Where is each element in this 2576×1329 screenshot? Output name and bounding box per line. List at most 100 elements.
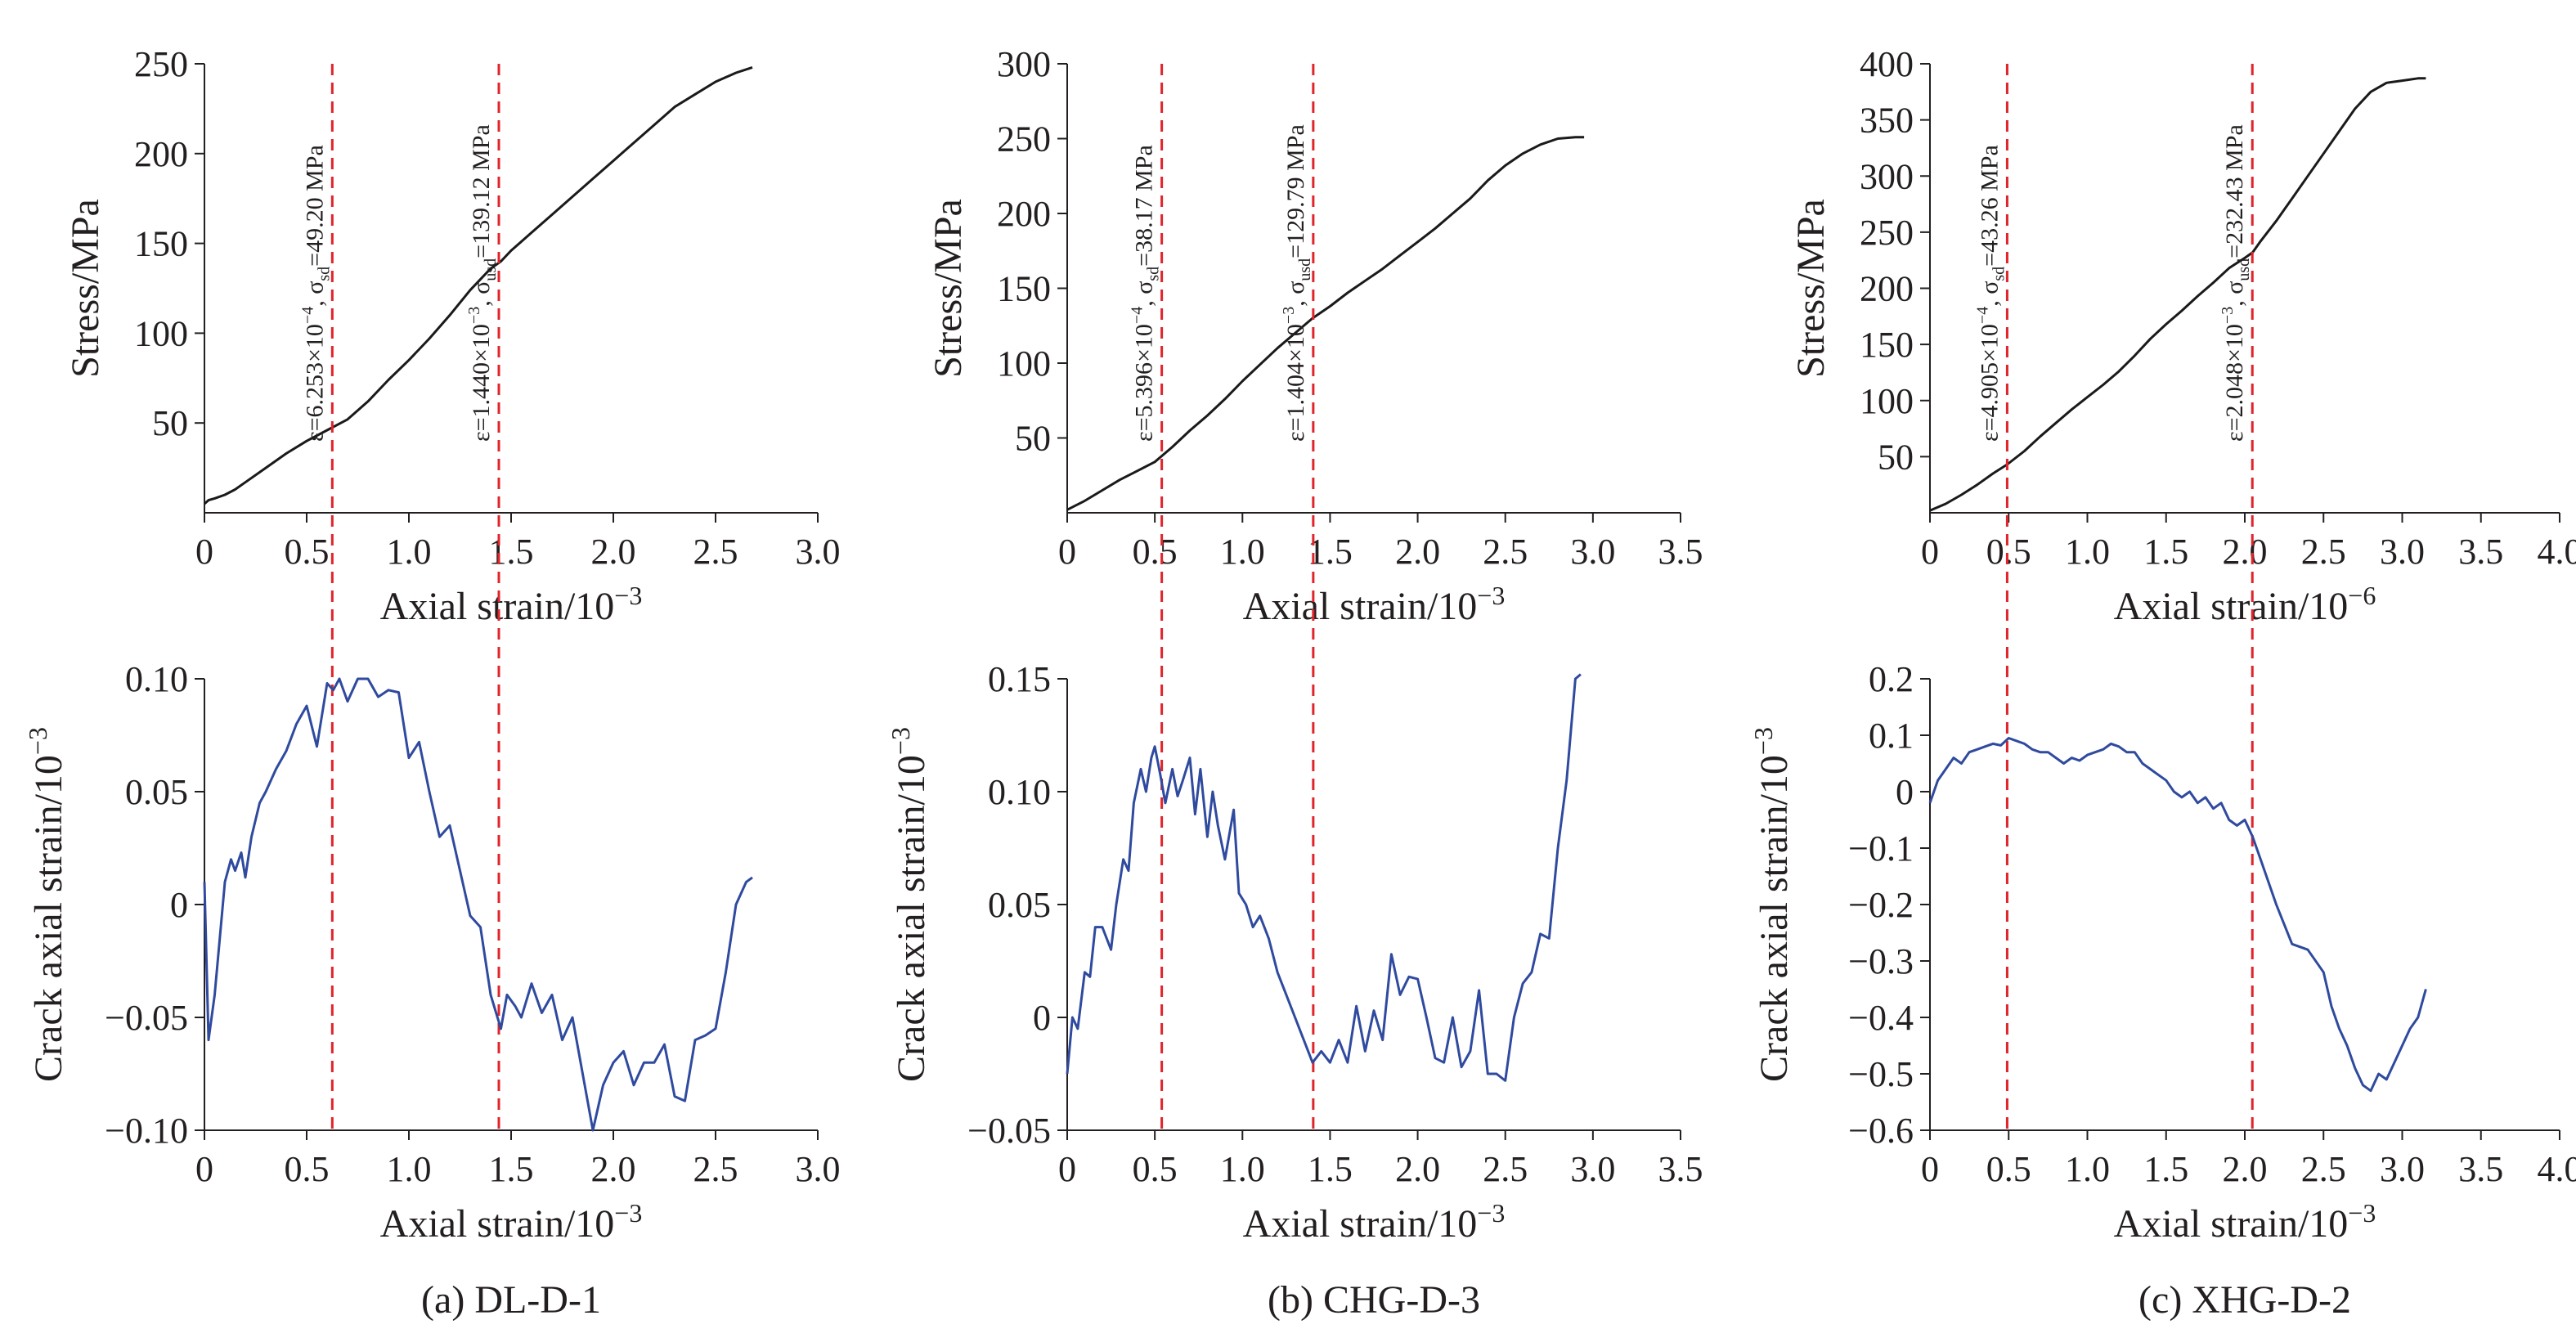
y-axis-label-text: Stress/MPa <box>64 199 107 378</box>
x-tick-label: 1.5 <box>2143 532 2188 572</box>
x-tick-label: 0 <box>195 532 213 572</box>
y-tick-label: 0.10 <box>988 772 1051 812</box>
plot-b-bottom: 0 0.5 1.0 1.5 2.0 2.5 3.0 3.5−0.0500.050.100.15… <box>886 659 1703 1246</box>
stress-strain-curve <box>204 65 753 505</box>
x-axis-label-text: Axial strain/10 <box>2114 585 2349 628</box>
y-tick-label: 0.1 <box>1869 716 1914 756</box>
y-tick-label: −0.4 <box>1848 998 1914 1038</box>
annotation-stress-value: =139.12 MPa <box>468 124 495 258</box>
y-tick-label: 200 <box>134 134 188 174</box>
x-tick-label: 0 <box>195 1149 213 1189</box>
crack-strain-curve <box>1928 737 2427 1093</box>
annotation-stress-value: =129.79 MPa <box>1282 124 1309 258</box>
plot-c-bottom: 0 0.5 1.0 1.5 2.0 2.5 3.0 3.5 4.0 −0.6 −0.5 −0.4 −0.… <box>1748 659 2576 1246</box>
x-tick-label: 0.5 <box>1133 532 1178 572</box>
x-axis-label-text: Axial strain/10 <box>2114 1202 2349 1246</box>
annotation-stress-symbol: , σ <box>1131 281 1158 307</box>
x-tick-label: 1.5 <box>1308 532 1353 572</box>
x-axis-label-exponent: −3 <box>1477 1198 1505 1228</box>
y-axis-label: Stress/MPa <box>927 199 970 378</box>
x-tick-label: 2.0 <box>1395 1149 1440 1189</box>
annotation-stress-subscript: usd <box>2235 258 2253 281</box>
x-tick-label: 2.5 <box>693 532 738 572</box>
x-tick-label: 0.5 <box>285 532 330 572</box>
y-tick-label: 50 <box>1878 437 1914 477</box>
annotation-strain-exponent: −4 <box>1129 307 1147 324</box>
crack-strain-curve <box>1066 673 1582 1082</box>
threshold-annotation: ε=1.440×10−3, σusd=139.12 MPa <box>465 124 500 442</box>
y-tick-label: 0 <box>170 885 188 925</box>
panel-caption: (b) CHG-D-3 <box>1268 1278 1480 1322</box>
y-tick-label: 300 <box>1860 156 1914 196</box>
x-tick-label: 1.5 <box>489 1149 534 1189</box>
y-axis-label-text: Crack axial strain/10 <box>890 755 933 1082</box>
x-tick-label: 4.0 <box>2538 1149 2576 1189</box>
y-tick-label: −0.05 <box>105 998 188 1038</box>
y-tick-label: −0.05 <box>967 1111 1051 1151</box>
y-tick-label: 0.10 <box>125 659 188 699</box>
y-tick-label: −0.6 <box>1848 1111 1914 1151</box>
x-tick-label: 3.0 <box>1570 1149 1615 1189</box>
threshold-annotation: ε=5.396×10−4, σsd=38.17 MPa <box>1129 145 1163 442</box>
y-axis-label: Stress/MPa <box>1789 199 1833 378</box>
x-tick-label: 2.5 <box>1483 532 1528 572</box>
x-tick-label: 3.5 <box>2458 532 2503 572</box>
threshold-annotation: ε=4.905×10−4, σsd=43.26 MPa <box>1973 145 2008 442</box>
annotation-stress-symbol: , σ <box>1976 281 2003 307</box>
annotation-stress-subscript: usd <box>1296 258 1314 281</box>
y-tick-label: 100 <box>997 343 1051 384</box>
plot-c-top: 0 0.5 1.0 1.5 2.0 2.5 3.0 3.5 4.0 50 100 150 200 250 3… <box>1789 44 2576 628</box>
annotation-strain-exponent: −4 <box>1973 307 1991 324</box>
annotation-stress-subscript: usd <box>482 258 500 281</box>
y-tick-label: 250 <box>134 44 188 84</box>
annotation-strain: ε=6.253×10 <box>301 324 328 442</box>
y-axis-label-text: Crack axial strain/10 <box>27 755 70 1082</box>
annotation-strain: ε=1.440×10 <box>468 324 495 442</box>
annotation-strain-exponent: −3 <box>1280 307 1298 324</box>
y-tick-label: 0.05 <box>988 885 1051 925</box>
threshold-annotation: ε=1.404×10−3, σusd=129.79 MPa <box>1280 124 1314 442</box>
x-axis-label-exponent: −3 <box>1477 581 1505 610</box>
x-tick-label: 2.5 <box>2301 532 2346 572</box>
x-axis-label-text: Axial strain/10 <box>380 1202 615 1246</box>
y-axis-label: Crack axial strain/10−3 <box>23 727 70 1082</box>
x-tick-label: 1.0 <box>2065 532 2110 572</box>
x-axis-label-exponent: −3 <box>2348 1198 2376 1228</box>
x-tick-label: 4.0 <box>2538 532 2576 572</box>
annotation-strain-exponent: −4 <box>298 307 316 324</box>
x-tick-label: 0 <box>1058 532 1076 572</box>
annotation-strain: ε=5.396×10 <box>1131 324 1158 442</box>
annotation-stress-symbol: , σ <box>1282 281 1309 307</box>
plot-a-bottom: 0 0.5 1.0 1.5 2.0 2.5 3.0 −0.10 −0.05 0 0.05 0.10 Ax… <box>23 659 841 1246</box>
y-tick-label: 50 <box>1015 419 1051 459</box>
annotation-strain: ε=4.905×10 <box>1976 324 2003 442</box>
x-axis-label-text: Axial strain/10 <box>1243 585 1478 628</box>
y-axis-label-text: Crack axial strain/10 <box>1752 755 1796 1082</box>
y-tick-label: −0.1 <box>1848 828 1914 869</box>
y-tick-label: 0 <box>1896 772 1914 812</box>
y-tick-label: 100 <box>134 313 188 353</box>
y-tick-label: 150 <box>1860 325 1914 365</box>
x-tick-label: 0 <box>1921 532 1939 572</box>
x-tick-label: 0.5 <box>1986 532 2031 572</box>
y-axis-label: Stress/MPa <box>64 199 107 378</box>
x-tick-label: 1.0 <box>1220 532 1265 572</box>
x-tick-label: 3.0 <box>796 532 841 572</box>
x-tick-label: 3.0 <box>1570 532 1615 572</box>
annotation-stress-value: =49.20 MPa <box>301 145 328 267</box>
x-tick-label: 0 <box>1058 1149 1076 1189</box>
annotation-stress-subscript: sd <box>315 267 333 281</box>
y-tick-label: 50 <box>152 403 188 443</box>
x-axis-label: Axial strain/10−3 <box>2114 1198 2376 1246</box>
crack-strain-curve <box>203 677 753 1132</box>
y-tick-label: 0.05 <box>125 772 188 812</box>
x-tick-label: 1.0 <box>1220 1149 1265 1189</box>
x-axis-label: Axial strain/10−3 <box>1243 581 1506 628</box>
annotation-stress-symbol: , σ <box>468 281 495 307</box>
panel-caption: (c) XHG-D-2 <box>2138 1278 2351 1322</box>
plot-a-top: 0 0.5 1.0 1.5 2.0 2.5 3.0 50 100 150 200 250 Axial s… <box>64 44 841 628</box>
annotation-stress-symbol: , σ <box>301 281 328 307</box>
x-tick-label: 0 <box>1921 1149 1939 1189</box>
y-axis-label: Crack axial strain/10−3 <box>1748 727 1796 1082</box>
